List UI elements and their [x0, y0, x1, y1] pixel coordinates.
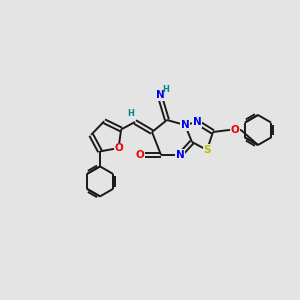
- Text: N: N: [156, 90, 164, 100]
- Text: S: S: [203, 145, 211, 155]
- Text: O: O: [114, 143, 123, 153]
- Text: H: H: [128, 109, 134, 118]
- Text: O: O: [231, 125, 239, 135]
- Text: N: N: [193, 117, 201, 127]
- Text: O: O: [136, 150, 144, 160]
- Text: N: N: [181, 120, 189, 130]
- Text: N: N: [176, 150, 184, 160]
- Text: H: H: [163, 85, 170, 94]
